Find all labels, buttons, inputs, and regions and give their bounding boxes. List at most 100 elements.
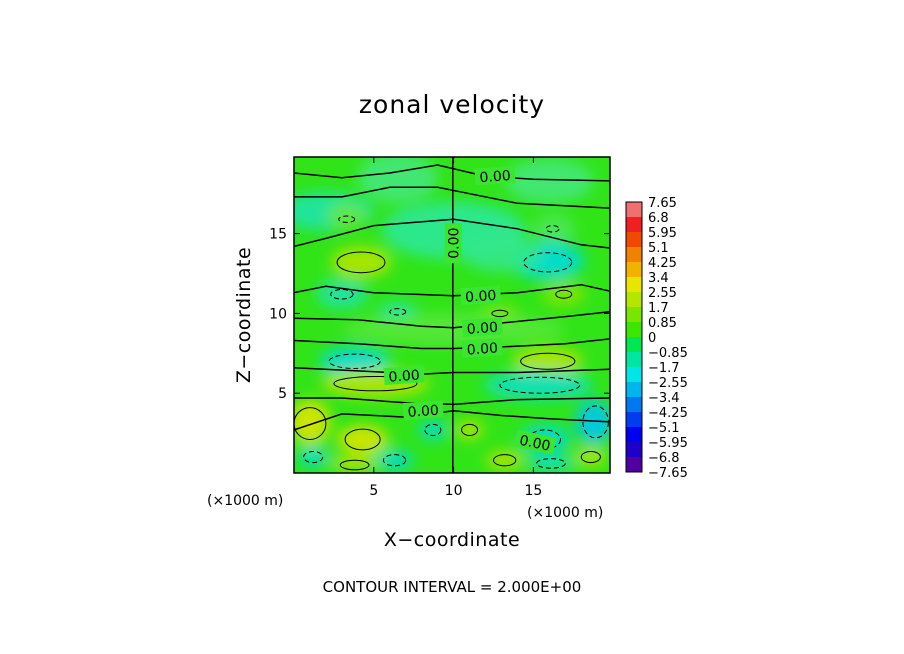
contour-label-bg [513, 429, 557, 455]
colorbar-swatch [626, 217, 642, 233]
colorbar-label: 3.4 [648, 271, 669, 286]
colorbar-swatch [626, 322, 642, 338]
contour-label-bg [383, 365, 425, 386]
field-blob [533, 214, 575, 244]
x-unit-left: (×1000 m) [207, 493, 283, 509]
field-blob [297, 447, 330, 467]
zero-contour-line [294, 186, 610, 209]
field-blob [574, 447, 607, 467]
colorbar-swatch [626, 382, 642, 398]
field-blob [574, 399, 610, 445]
contour-label: 0.00 [447, 228, 463, 259]
field-blob [455, 420, 484, 440]
z-axis-title: Z−coordinate [233, 247, 255, 383]
x-axis: 5 10 15 [369, 157, 542, 499]
negative-contour [536, 458, 566, 469]
colorbar: 7.656.85.955.14.253.42.551.70.850−0.85−1… [625, 196, 688, 481]
positive-contour [491, 309, 509, 318]
positive-contour [333, 375, 418, 392]
field-blob [330, 246, 392, 279]
field-blob [461, 233, 542, 272]
colorbar-swatch [626, 202, 642, 218]
field-blob [330, 455, 379, 472]
negative-contour [338, 215, 356, 223]
contour-label-bg [460, 285, 502, 306]
colorbar-label: −2.55 [648, 376, 688, 391]
colorbar-swatch [626, 397, 642, 413]
colorbar-label: −7.65 [648, 466, 688, 481]
contour-label: 0.00 [466, 340, 498, 358]
negative-contour [499, 376, 581, 394]
z-tick-label: 10 [269, 306, 287, 322]
colorbar-swatch [626, 277, 642, 293]
colorbar-swatch [626, 337, 642, 353]
field-blob [527, 455, 575, 472]
colorbar-label: 1.7 [648, 301, 669, 316]
colorbar-label: 5.1 [648, 241, 669, 256]
colorbar-label: 4.25 [648, 256, 677, 271]
x-tick-label: 5 [369, 483, 378, 499]
field-blob [341, 313, 566, 346]
contour-label: 0.00 [518, 433, 552, 455]
colorbar-label: 0 [648, 331, 656, 346]
colorbar-label: −3.4 [648, 391, 680, 406]
negative-contour [523, 252, 573, 273]
z-tick-label: 15 [269, 227, 287, 243]
negative-contour [424, 423, 442, 436]
field-blob [375, 450, 414, 470]
contour-label: 0.00 [466, 320, 498, 338]
positive-contour [555, 289, 573, 299]
zero-contour-line [294, 164, 610, 182]
colorbar-label: 5.95 [648, 226, 677, 241]
colorbar-swatch [626, 412, 642, 428]
colorbar-label: 6.8 [648, 211, 669, 226]
contour-label: 0.00 [479, 168, 511, 186]
positive-contour [336, 251, 386, 274]
z-axis: 5 10 15 [269, 227, 610, 402]
positive-contour [344, 428, 381, 451]
colorbar-swatch [626, 232, 642, 248]
negative-contour [330, 288, 354, 300]
colorbar-swatch [626, 307, 642, 323]
colorbar-swatch [626, 427, 642, 443]
z-tick-label: 5 [278, 386, 287, 402]
colorbar-swatch [626, 292, 642, 308]
zero-contour-line [294, 311, 610, 329]
colorbar-swatch [626, 457, 642, 473]
positive-contour [492, 454, 517, 467]
field-blob [294, 399, 331, 445]
contour-label: 0.00 [388, 368, 420, 386]
negative-contour [582, 405, 609, 439]
positive-contour [294, 407, 327, 440]
zero-contour-line [294, 218, 610, 249]
contour-label-bg [402, 400, 444, 421]
colorbar-label: −5.1 [648, 421, 680, 436]
colorbar-label: −6.8 [648, 451, 680, 466]
field-blob [485, 450, 524, 470]
colorbar-label: −1.7 [648, 361, 680, 376]
contour-label-bg [461, 317, 503, 338]
colorbar-label: 2.55 [648, 286, 677, 301]
colorbar-swatch [626, 262, 642, 278]
colorbar-swatch [626, 367, 642, 383]
colorbar-label: −5.95 [648, 436, 688, 451]
field-blob [512, 346, 583, 376]
field-blob [319, 346, 390, 376]
negative-contour [303, 450, 324, 464]
colorbar-swatch [626, 442, 642, 458]
field-blob [357, 157, 438, 204]
negative-contour [328, 353, 381, 369]
colorbar-label: −4.25 [648, 406, 688, 421]
x-axis-title: X−coordinate [384, 529, 520, 551]
contour-label: 0.00 [407, 403, 439, 421]
colorbar-frame [625, 201, 643, 473]
contour-label-bg [474, 165, 516, 186]
plot-frame [293, 156, 611, 474]
negative-contour [389, 308, 407, 316]
zero-contour-line [294, 283, 610, 297]
field-blob [418, 420, 448, 440]
zero-contour-line [294, 366, 610, 375]
colorbar-swatch [626, 247, 642, 263]
field-blob [483, 370, 593, 400]
